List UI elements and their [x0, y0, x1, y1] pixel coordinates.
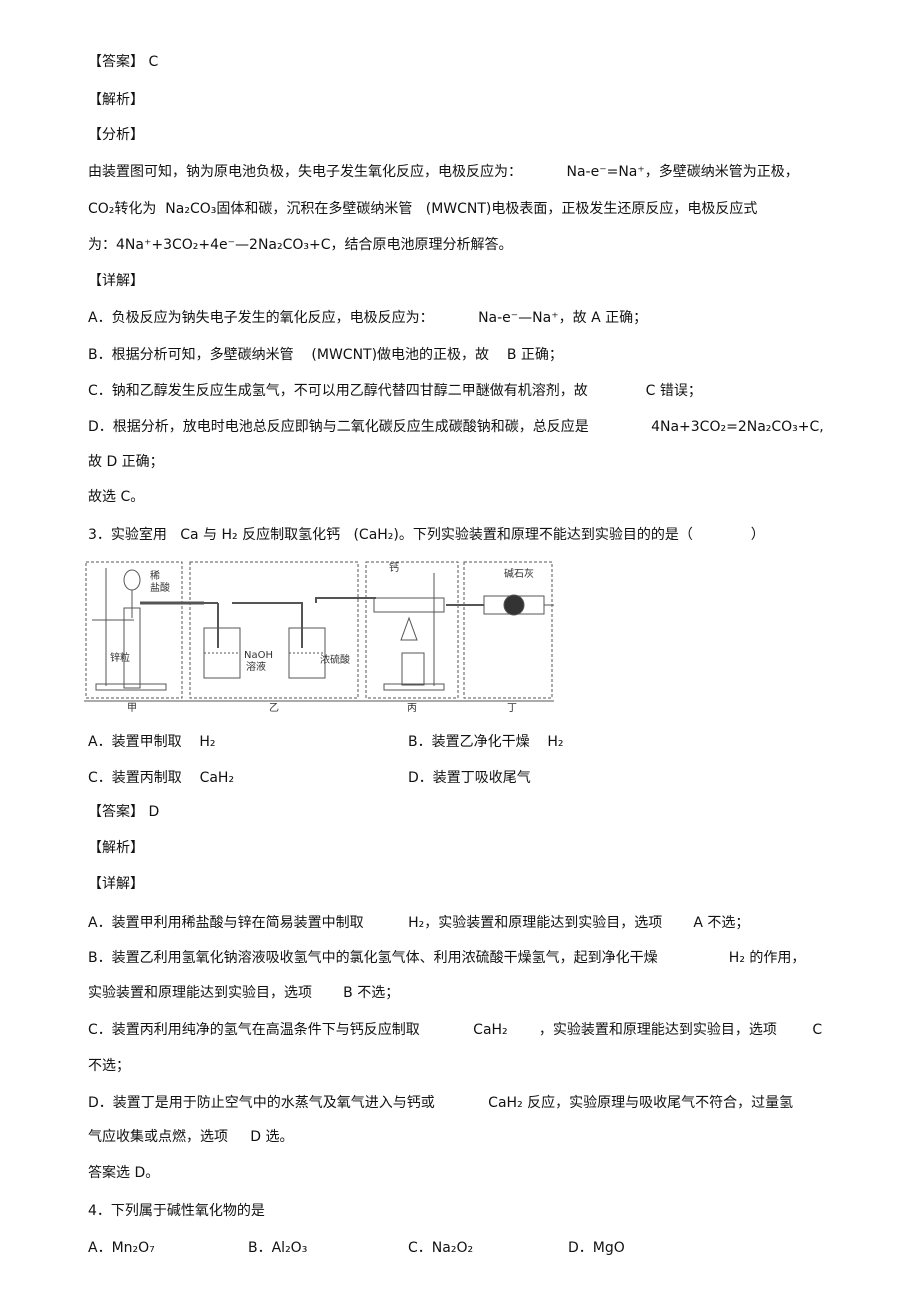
text-line: B．装置乙利用氢氧化钠溶液吸收氢气中的氯化氢气体、利用浓硫酸干燥氢气，起到净化干…: [88, 950, 806, 966]
text-line: 由装置图可知，钠为原电池负极，失电子发生氧化反应，电极反应为： Na-e⁻=Na…: [88, 164, 799, 180]
section-label: 丙: [407, 703, 417, 714]
apparatus-figure: 稀 盐酸 锌粒 NaOH 溶液 浓硫酸 钙 碱石灰 甲 乙 丙 丁: [84, 561, 554, 714]
heading: 【解析】: [88, 840, 144, 856]
heading: 【详解】: [88, 876, 144, 892]
option: C．装置丙制取 CaH₂: [88, 770, 235, 786]
answer: 【答案】 D: [88, 804, 160, 820]
option: D．装置丁吸收尾气: [408, 770, 531, 786]
figure-label: 锌粒: [110, 651, 130, 664]
section-label: 甲: [127, 703, 137, 714]
text-line: B．根据分析可知，多壁碳纳米管 (MWCNT)做电池的正极，故 B 正确；: [88, 347, 563, 363]
text-line: D．根据分析，放电时电池总反应即钠与二氧化碳反应生成碳酸钠和碳，总反应是 4Na…: [88, 419, 824, 435]
option: B．装置乙净化干燥 H₂: [408, 734, 564, 750]
figure-label: NaOH: [244, 650, 273, 661]
text-line: 实验装置和原理能达到实验目，选项 B 不选；: [88, 985, 400, 1001]
text-line: CO₂转化为 Na₂CO₃固体和碳，沉积在多壁碳纳米管 (MWCNT)电极表面，…: [88, 201, 758, 217]
option: A．Mn₂O₇: [88, 1240, 155, 1256]
text-line: A．负极反应为钠失电子发生的氧化反应，电极反应为： Na-e⁻—Na⁺，故 A …: [88, 310, 648, 326]
figure-label: 稀: [150, 569, 160, 582]
section-label: 乙: [269, 702, 279, 714]
answer: 【答案】 C: [88, 54, 159, 70]
figure-label: 盐酸: [150, 581, 170, 594]
heading: 【分析】: [88, 127, 144, 143]
figure-label: 溶液: [246, 660, 266, 673]
conclusion: 答案选 D。: [88, 1165, 160, 1181]
section-label: 丁: [507, 703, 517, 714]
question-stem: 3．实验室用 Ca 与 H₂ 反应制取氢化钙 (CaH₂)。下列实验装置和原理不…: [88, 527, 765, 543]
option: C．Na₂O₂: [408, 1240, 474, 1256]
figure-label: 碱石灰: [504, 567, 534, 580]
text-line: 故 D 正确；: [88, 454, 164, 470]
option: A．装置甲制取 H₂: [88, 734, 216, 750]
option: D．MgO: [568, 1240, 625, 1256]
text-line: 气应收集或点燃，选项 D 选。: [88, 1129, 294, 1145]
text-line: 为：4Na⁺+3CO₂+4e⁻—2Na₂CO₃+C，结合原电池原理分析解答。: [88, 237, 513, 253]
conclusion: 故选 C。: [88, 489, 145, 505]
text-line: C．钠和乙醇发生反应生成氢气，不可以用乙醇代替四甘醇二甲醚做有机溶剂，故 C 错…: [88, 383, 702, 399]
heading: 【解析】: [88, 92, 144, 108]
question-stem: 4．下列属于碱性氧化物的是: [88, 1203, 265, 1219]
option: B．Al₂O₃: [248, 1240, 308, 1256]
text-line: C．装置丙利用纯净的氢气在高温条件下与钙反应制取 CaH₂ ，实验装置和原理能达…: [88, 1022, 823, 1038]
text-line: 不选；: [88, 1058, 130, 1074]
figure-label: 浓硫酸: [320, 653, 350, 666]
figure-label: 钙: [389, 561, 399, 574]
heading: 【详解】: [88, 273, 144, 289]
text-line: D．装置丁是用于防止空气中的水蒸气及氧气进入与钙或 CaH₂ 反应，实验原理与吸…: [88, 1095, 794, 1111]
text-line: A．装置甲利用稀盐酸与锌在简易装置中制取 H₂，实验装置和原理能达到实验目，选项…: [88, 915, 750, 931]
